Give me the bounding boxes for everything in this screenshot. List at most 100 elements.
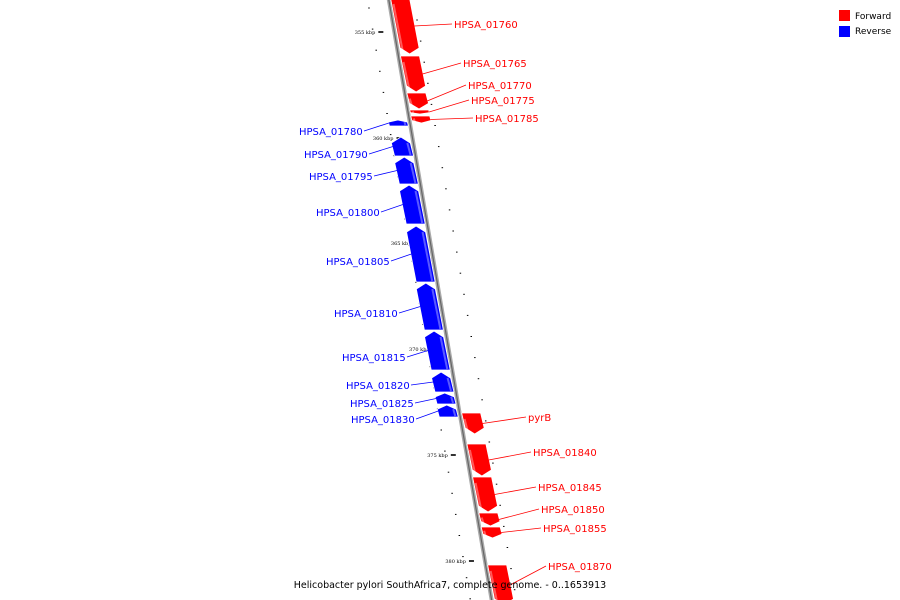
gene-highlight	[408, 98, 414, 109]
scale-label: 370 kbp	[409, 347, 430, 353]
gene-highlight	[412, 118, 416, 123]
genome-caption: Helicobacter pylori SouthAfrica7, comple…	[294, 580, 606, 591]
leader-line-pyrb	[482, 416, 527, 424]
gene-hpsa-01810[interactable]	[415, 282, 444, 331]
gene-label-hpsa-01775[interactable]: HPSA_01775	[471, 96, 535, 107]
gene-label-hpsa-01840[interactable]: HPSA_01840	[533, 448, 597, 459]
leader-line-hpsa-01825	[414, 398, 437, 404]
scale-label: 355 kbp	[355, 30, 376, 36]
leader-line-hpsa-01830	[415, 410, 439, 420]
leader-line-hpsa-01765	[422, 62, 462, 75]
gene-highlight	[431, 288, 442, 330]
leader-line-hpsa-01785	[430, 117, 474, 120]
leader-line-hpsa-01815	[406, 350, 429, 358]
gene-highlight	[474, 482, 483, 512]
gene-highlight	[463, 418, 470, 434]
gene-label-hpsa-01765[interactable]: HPSA_01765	[463, 59, 527, 70]
genome-backbone-core	[388, 0, 493, 600]
gene-highlight	[439, 336, 449, 370]
gene-hpsa-01825[interactable]	[434, 392, 457, 405]
leader-line-hpsa-01800	[380, 204, 404, 213]
legend-swatch-forward	[839, 10, 850, 21]
leader-line-hpsa-01775	[428, 99, 470, 113]
gene-highlight	[421, 231, 434, 282]
leader-line-hpsa-01845	[494, 486, 537, 495]
gene-hpsa-01855[interactable]	[480, 526, 503, 539]
gene-hpsa-01805[interactable]	[406, 225, 436, 283]
gene-label-hpsa-01845[interactable]: HPSA_01845	[538, 483, 602, 494]
legend: Forward Reverse	[839, 10, 892, 37]
gene-label-hpsa-01855[interactable]: HPSA_01855	[543, 524, 607, 535]
gene-highlight	[403, 121, 407, 126]
gene-highlight	[402, 61, 411, 92]
gene-label-hpsa-01785[interactable]: HPSA_01785	[475, 114, 539, 125]
gene-highlight	[489, 570, 498, 600]
leader-line-hpsa-01820	[410, 381, 434, 386]
gene-highlight	[483, 530, 487, 538]
leader-line-hpsa-01855	[501, 527, 542, 533]
gene-label-hpsa-01770[interactable]: HPSA_01770	[468, 81, 532, 92]
gene-label-hpsa-01760[interactable]: HPSA_01760	[454, 20, 518, 31]
gene-hpsa-01785[interactable]	[410, 115, 432, 124]
gene-highlight	[480, 517, 485, 526]
gene-hpsa-01870[interactable]	[487, 564, 514, 600]
gene-label-hpsa-01795[interactable]: HPSA_01795	[309, 172, 373, 183]
gene-highlight	[411, 111, 415, 114]
gene-hpsa-01820[interactable]	[431, 371, 455, 393]
scale-label: 375 kbp	[427, 453, 448, 459]
gene-hpsa-01790[interactable]	[390, 136, 415, 157]
leader-line-hpsa-01850	[498, 508, 540, 520]
gene-label-hpsa-01810[interactable]: HPSA_01810	[334, 309, 398, 320]
leader-line-hpsa-01795	[373, 170, 398, 177]
gene-hpsa-01830[interactable]	[436, 404, 459, 418]
gene-hpsa-01770[interactable]	[406, 92, 429, 110]
genes-layer	[387, 0, 514, 600]
gene-pyrb[interactable]	[461, 412, 485, 435]
gene-highlight	[392, 3, 405, 54]
gene-hpsa-01780[interactable]	[387, 119, 409, 127]
gene-highlight	[468, 449, 477, 476]
leader-line-hpsa-01790	[368, 146, 394, 155]
gene-label-hpsa-01815[interactable]: HPSA_01815	[342, 353, 406, 364]
scale-label: 365 kbp	[391, 241, 412, 247]
gene-hpsa-01765[interactable]	[399, 55, 427, 93]
gene-label-hpsa-01820[interactable]: HPSA_01820	[346, 381, 410, 392]
gene-hpsa-01815[interactable]	[424, 330, 451, 371]
gene-label-hpsa-01805[interactable]: HPSA_01805	[326, 257, 390, 268]
backbone-layer	[386, 0, 494, 600]
leader-line-hpsa-01840	[488, 451, 532, 461]
leader-line-hpsa-01760	[414, 23, 453, 27]
labels-layer: HPSA_01760 HPSA_01765 HPSA_01770 HPSA_01775…	[299, 20, 612, 586]
legend-label-forward: Forward	[855, 12, 891, 22]
scale-label: 360 kbp	[373, 136, 394, 142]
gene-label-hpsa-01790[interactable]: HPSA_01790	[304, 150, 368, 161]
gene-hpsa-01845[interactable]	[472, 476, 499, 513]
legend-swatch-reverse	[839, 26, 850, 37]
scale-label: 380 kbp	[445, 559, 466, 565]
leader-line-hpsa-01770	[427, 84, 467, 102]
gene-highlight	[414, 190, 424, 224]
gene-hpsa-01850[interactable]	[478, 512, 501, 527]
leader-line-hpsa-01810	[398, 306, 421, 314]
gene-hpsa-01840[interactable]	[466, 443, 492, 477]
gene-label-hpsa-01850[interactable]: HPSA_01850	[541, 505, 605, 516]
gene-label-hpsa-01780[interactable]: HPSA_01780	[299, 127, 363, 138]
gene-hpsa-01775[interactable]	[409, 109, 430, 115]
gene-hpsa-01800[interactable]	[399, 184, 426, 225]
gene-highlight	[452, 408, 457, 417]
gene-label-hpsa-01870[interactable]: HPSA_01870	[548, 562, 612, 573]
gene-highlight	[450, 396, 455, 404]
gene-label-hpsa-01825[interactable]: HPSA_01825	[350, 399, 414, 410]
legend-label-reverse: Reverse	[855, 27, 892, 37]
gene-label-pyrb[interactable]: pyrB	[528, 413, 551, 424]
gene-hpsa-01795[interactable]	[394, 156, 419, 185]
gene-label-hpsa-01830[interactable]: HPSA_01830	[351, 415, 415, 426]
gene-label-hpsa-01800[interactable]: HPSA_01800	[316, 208, 380, 219]
leader-line-hpsa-01780	[363, 122, 390, 132]
leader-line-hpsa-01870	[509, 565, 547, 586]
gene-hpsa-01760[interactable]	[390, 0, 420, 55]
gene-highlight	[406, 142, 412, 156]
gene-highlight	[446, 377, 452, 392]
gene-highlight	[409, 162, 417, 184]
